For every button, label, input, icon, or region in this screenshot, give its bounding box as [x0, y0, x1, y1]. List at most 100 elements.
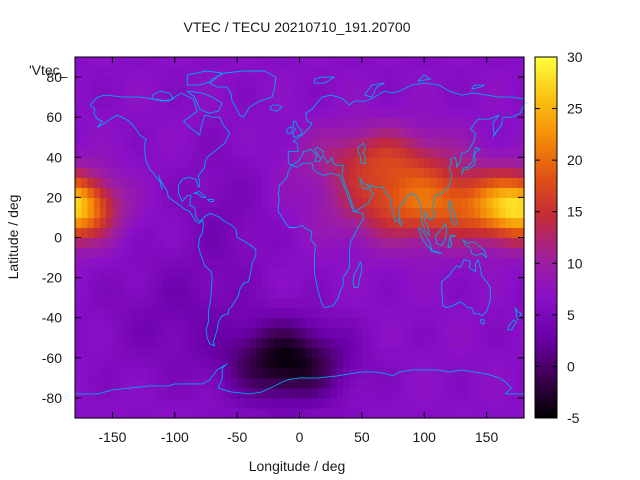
- heatmap-cell: [486, 277, 494, 289]
- heatmap-cell: [305, 137, 313, 148]
- heatmap-cell: [374, 137, 382, 148]
- heatmap-cell: [75, 287, 82, 299]
- heatmap-cell: [430, 167, 438, 178]
- heatmap-cell: [405, 167, 413, 178]
- heatmap-cell: [106, 307, 114, 319]
- heatmap-cell: [75, 297, 82, 309]
- heatmap-cell: [156, 177, 163, 188]
- heatmap-cell: [106, 197, 114, 209]
- heatmap-cell: [480, 307, 488, 319]
- heatmap-cell: [442, 247, 450, 259]
- heatmap-cell: [368, 367, 375, 379]
- heatmap-cell: [399, 407, 407, 419]
- heatmap-cell: [361, 167, 369, 178]
- heatmap-cell: [474, 177, 481, 188]
- coastline-iceland: [269, 104, 283, 112]
- heatmap-cell: [442, 207, 450, 219]
- heatmap-cell: [268, 317, 276, 329]
- heatmap-cell: [187, 117, 195, 128]
- heatmap-cell: [137, 187, 145, 198]
- heatmap-cell: [137, 347, 145, 359]
- heatmap-cell: [255, 137, 263, 148]
- heatmap-cell: [280, 117, 288, 128]
- heatmap-cell: [81, 187, 89, 198]
- heatmap-cell: [280, 137, 288, 148]
- heatmap-cell: [511, 57, 519, 68]
- heatmap-cell: [486, 227, 494, 239]
- heatmap-cell: [106, 287, 114, 299]
- heatmap-cell: [517, 127, 525, 138]
- heatmap-cell: [137, 367, 145, 379]
- heatmap-cell: [336, 87, 344, 98]
- heatmap-cell: [386, 327, 394, 339]
- heatmap-cell: [442, 357, 450, 369]
- heatmap-cell: [305, 157, 313, 168]
- heatmap-cell: [499, 177, 506, 188]
- heatmap-cell: [424, 387, 432, 399]
- heatmap-cell: [243, 227, 251, 239]
- heatmap-cell: [143, 187, 151, 198]
- heatmap-cell: [87, 217, 95, 229]
- heatmap-cell: [336, 57, 344, 68]
- heatmap-cell: [255, 117, 263, 128]
- heatmap-cell: [374, 87, 382, 98]
- heatmap-cell: [205, 107, 213, 118]
- heatmap-cell: [274, 357, 282, 369]
- heatmap-cell: [274, 187, 282, 198]
- heatmap-cell: [124, 387, 132, 399]
- heatmap-cell: [212, 397, 220, 409]
- heatmap-cell: [224, 257, 232, 269]
- heatmap-cell: [411, 117, 419, 128]
- heatmap-cell: [386, 277, 394, 289]
- heatmap-cell: [517, 377, 525, 389]
- heatmap-cell: [124, 257, 132, 269]
- heatmap-cell: [499, 387, 506, 399]
- heatmap-cell: [343, 117, 350, 128]
- heatmap-cell: [81, 317, 89, 329]
- heatmap-cell: [305, 267, 313, 279]
- heatmap-cell: [268, 157, 276, 168]
- heatmap-cell: [311, 57, 319, 68]
- heatmap-cell: [380, 157, 388, 168]
- heatmap-cell: [461, 387, 469, 399]
- heatmap-cell: [305, 347, 313, 359]
- heatmap-cell: [324, 97, 332, 108]
- heatmap-cell: [149, 377, 157, 389]
- heatmap-cell: [461, 367, 469, 379]
- heatmap-cell: [293, 357, 301, 369]
- heatmap-cell: [455, 117, 463, 128]
- heatmap-cell: [174, 157, 182, 168]
- heatmap-cell: [355, 197, 363, 209]
- heatmap-cell: [75, 337, 82, 349]
- heatmap-cell: [249, 127, 257, 138]
- heatmap-cell: [131, 157, 138, 168]
- heatmap-cell: [162, 217, 170, 229]
- heatmap-cell: [162, 377, 170, 389]
- heatmap-cell: [255, 377, 263, 389]
- coastline-africa: [277, 162, 364, 309]
- heatmap-cell: [137, 97, 145, 108]
- heatmap-cell: [324, 247, 332, 259]
- heatmap-cell: [137, 87, 145, 98]
- heatmap-cell: [492, 307, 500, 319]
- heatmap-cell: [243, 337, 251, 349]
- heatmap-cell: [174, 377, 182, 389]
- heatmap-cell: [349, 67, 357, 78]
- heatmap-cell: [124, 297, 132, 309]
- heatmap-cell: [81, 57, 89, 68]
- heatmap-cell: [467, 237, 475, 249]
- heatmap-cell: [299, 367, 307, 379]
- heatmap-cell: [305, 367, 313, 379]
- heatmap-cell: [393, 347, 400, 359]
- heatmap-cell: [230, 287, 238, 299]
- heatmap-cell: [455, 407, 463, 419]
- heatmap-cell: [311, 97, 319, 108]
- heatmap-cell: [499, 57, 506, 68]
- heatmap-cell: [355, 347, 363, 359]
- colorbar-tick-label: 30: [567, 49, 583, 65]
- heatmap-cell: [237, 267, 244, 279]
- heatmap-cell: [343, 107, 350, 118]
- heatmap-cell: [75, 207, 82, 219]
- heatmap-cell: [174, 257, 182, 269]
- heatmap-cell: [124, 157, 132, 168]
